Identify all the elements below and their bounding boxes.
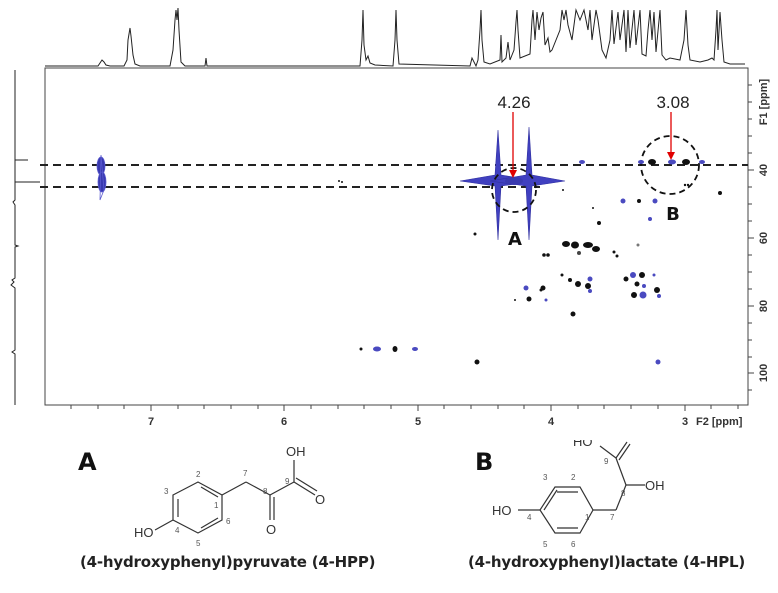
annotation-shift-a: 4.26 xyxy=(497,93,530,112)
atom-number-5: 5 xyxy=(196,539,201,548)
top-1d-projection xyxy=(45,7,745,68)
atom-number-6: 6 xyxy=(226,517,231,526)
atom-number-1: 1 xyxy=(214,501,219,510)
circle-region-b xyxy=(640,135,700,195)
f2-tick-6: 6 xyxy=(281,416,287,428)
atom-ho: HO xyxy=(134,525,154,540)
atom-number-2: 2 xyxy=(571,473,576,482)
atom-number-4: 4 xyxy=(527,513,532,522)
atom-o-right: O xyxy=(315,492,325,507)
f2-axis-label: F2 [ppm] xyxy=(696,416,743,428)
f2-axis-ticks xyxy=(70,405,739,411)
atom-ho: HO xyxy=(492,503,512,518)
f1-tick-40: 40 xyxy=(758,164,770,176)
f2-tick-7: 7 xyxy=(148,416,154,428)
compound-name-a: (4-hydroxyphenyl)pyruvate (4-HPP) xyxy=(80,553,376,571)
atom-number-3: 3 xyxy=(543,473,548,482)
annotation-shift-b: 3.08 xyxy=(656,93,689,112)
atom-oh-right: OH xyxy=(645,478,665,493)
left-1d-projection xyxy=(10,70,40,405)
panel-letter-a: A xyxy=(78,448,97,476)
scattered-contour-peaks xyxy=(338,180,661,365)
structure-panel-a: A OH O O HO 1 2 3 xyxy=(60,440,380,593)
f1-tick-60: 60 xyxy=(758,232,770,244)
atom-number-9: 9 xyxy=(604,457,609,466)
atom-o-bottom: O xyxy=(266,522,276,537)
atom-number-7: 7 xyxy=(610,513,615,522)
dashed-guide-lines xyxy=(40,164,748,188)
f1-axis-ticks xyxy=(748,84,754,391)
atom-number-2: 2 xyxy=(196,470,201,479)
atom-oh-top: OH xyxy=(286,444,306,459)
atom-o-top: O xyxy=(625,440,635,443)
circle-region-a xyxy=(491,167,537,213)
atom-number-8: 8 xyxy=(263,487,268,496)
peak-7-13 xyxy=(96,154,107,201)
molecule-4-hpp: OH O O HO 1 2 3 4 5 6 7 8 9 xyxy=(134,444,325,548)
f2-tick-4: 4 xyxy=(548,416,555,428)
annotation-arrows xyxy=(509,112,675,178)
atom-number-4: 4 xyxy=(175,526,180,535)
panel-letter-b: B xyxy=(475,448,494,476)
peaks-region-b xyxy=(579,159,722,195)
region-label-a: A xyxy=(508,229,522,250)
atom-number-3: 3 xyxy=(164,487,169,496)
f1-tick-80: 80 xyxy=(758,300,770,312)
f2-tick-5: 5 xyxy=(415,416,421,428)
atom-number-1: 1 xyxy=(585,513,590,522)
atom-number-9: 9 xyxy=(285,477,290,486)
atom-ho-top: HO xyxy=(573,440,593,449)
structure-panel-b: B HO O OH HO 1 2 3 4 5 xyxy=(440,440,778,593)
atom-number-5: 5 xyxy=(543,540,548,549)
f1-axis-label: F1 [ppm] xyxy=(758,78,770,125)
f1-tick-100: 100 xyxy=(758,364,770,382)
peak-4-26 xyxy=(505,177,523,185)
atom-number-7: 7 xyxy=(243,469,248,478)
f2-tick-3: 3 xyxy=(682,416,688,428)
hsqc-plot-svg: 4.26 3.08 A B 7 6 5 4 3 F2 [ppm] 40 60 8… xyxy=(10,7,770,428)
atom-number-6: 6 xyxy=(571,540,576,549)
region-label-b: B xyxy=(666,204,680,225)
atom-number-8: 8 xyxy=(621,489,626,498)
plot-frame xyxy=(44,67,749,406)
molecule-4-hpl: HO O OH HO 1 2 3 4 5 6 7 8 9 xyxy=(492,440,665,549)
compound-name-b: (4-hydroxyphenyl)lactate (4-HPL) xyxy=(468,553,746,571)
hsqc-spectrum-figure: 4.26 3.08 A B 7 6 5 4 3 F2 [ppm] 40 60 8… xyxy=(10,7,770,428)
